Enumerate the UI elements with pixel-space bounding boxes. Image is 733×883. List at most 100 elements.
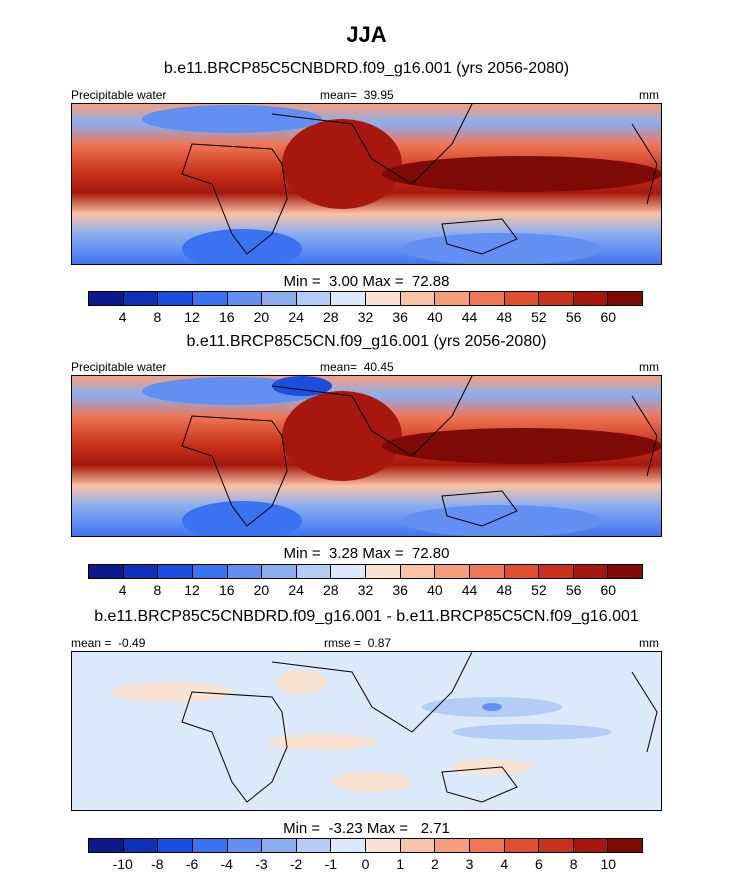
panel1-min-max: Min = 3.00 Max = 72.88 bbox=[283, 273, 450, 290]
colorbar-swatch bbox=[89, 565, 124, 578]
colorbar-tick-label: 44 bbox=[461, 309, 478, 325]
colorbar-swatch bbox=[296, 565, 332, 578]
colorbar-swatch bbox=[400, 839, 436, 852]
colorbar-swatch bbox=[89, 292, 124, 305]
panel1-map-svg bbox=[72, 104, 661, 264]
colorbar-swatch bbox=[366, 839, 401, 852]
colorbar-tick-label: 52 bbox=[531, 582, 547, 598]
colorbar-swatch bbox=[435, 839, 470, 852]
panel1-colorbar bbox=[88, 291, 643, 306]
colorbar-tick-label: 36 bbox=[392, 582, 408, 598]
colorbar-swatch bbox=[123, 292, 159, 305]
colorbar-swatch bbox=[158, 565, 193, 578]
colorbar-swatch bbox=[539, 565, 574, 578]
colorbar-swatch bbox=[366, 292, 401, 305]
colorbar-tick-label: 28 bbox=[323, 582, 339, 598]
colorbar-tick-label: 56 bbox=[565, 582, 582, 598]
panel3-min-max: Min = -3.23 Max = 2.71 bbox=[283, 820, 450, 837]
panel2-coastline-asia bbox=[271, 376, 473, 457]
colorbar-tick-label: 56 bbox=[565, 309, 582, 325]
panel1-coastline-asia bbox=[271, 104, 473, 185]
colorbar-tick-label: -8 bbox=[151, 856, 164, 872]
colorbar-swatch bbox=[227, 565, 263, 578]
colorbar-swatch bbox=[469, 292, 505, 305]
colorbar-swatch bbox=[435, 565, 470, 578]
panel1-mean: mean= 39.95 bbox=[320, 88, 394, 102]
colorbar-swatch bbox=[296, 292, 332, 305]
panel3-coastline-asia bbox=[271, 652, 473, 733]
panel1-map bbox=[71, 103, 662, 265]
colorbar-tick-label: 40 bbox=[427, 582, 443, 598]
colorbar-tick-label: 4 bbox=[118, 309, 127, 325]
panel1-title: b.e11.BRCP85C5CNBDRD.f09_g16.001 (yrs 20… bbox=[163, 60, 570, 77]
colorbar-tick-label: 6 bbox=[535, 856, 543, 872]
colorbar-tick-label: 44 bbox=[461, 582, 478, 598]
colorbar-swatch bbox=[331, 292, 366, 305]
panel3-coastline-africa bbox=[181, 691, 288, 803]
colorbar-tick-label: 1 bbox=[396, 856, 405, 872]
colorbar-tick-label: 28 bbox=[323, 309, 339, 325]
panel2-colorbar-ticks: 4 8 12 16 20 24 28 32 36 40 44 48 52 56 60 bbox=[0, 582, 733, 600]
colorbar-tick-label: -6 bbox=[185, 856, 199, 872]
colorbar-tick-label: -3 bbox=[255, 856, 268, 872]
colorbar-swatch bbox=[89, 839, 124, 852]
colorbar-tick-label: 16 bbox=[218, 582, 235, 598]
colorbar-swatch bbox=[192, 292, 228, 305]
colorbar-swatch bbox=[262, 292, 297, 305]
colorbar-swatch bbox=[192, 565, 228, 578]
panel2-mean: mean= 40.45 bbox=[320, 360, 394, 374]
colorbar-swatch bbox=[504, 839, 540, 852]
colorbar-swatch bbox=[296, 839, 332, 852]
colorbar-swatch bbox=[123, 565, 159, 578]
colorbar-swatch bbox=[158, 292, 193, 305]
panel2-units: mm bbox=[639, 360, 659, 374]
colorbar-swatch bbox=[435, 292, 470, 305]
colorbar-tick-label: 3 bbox=[465, 856, 474, 872]
colorbar-swatch bbox=[400, 565, 436, 578]
panel1-colorbar-ticks: 4 8 12 16 20 24 28 32 36 40 44 48 52 56 60 bbox=[0, 309, 733, 327]
colorbar-swatch bbox=[227, 292, 263, 305]
panel3-positive-anomaly bbox=[277, 670, 327, 694]
colorbar-tick-label: 24 bbox=[288, 309, 304, 325]
colorbar-swatch bbox=[227, 839, 263, 852]
colorbar-tick-label: 10 bbox=[600, 856, 617, 872]
panel1-variable-label: Precipitable water bbox=[71, 88, 167, 102]
panel2-colorbar bbox=[88, 564, 643, 579]
panel3-map bbox=[71, 651, 662, 811]
colorbar-swatch bbox=[504, 565, 540, 578]
colorbar-tick-label: 12 bbox=[184, 309, 200, 325]
colorbar-tick-label: 8 bbox=[569, 856, 578, 872]
panel1-warm-pool bbox=[382, 156, 661, 192]
panel1-coastline-africa bbox=[181, 143, 288, 255]
colorbar-tick-label: 52 bbox=[531, 309, 547, 325]
colorbar-swatch bbox=[331, 565, 366, 578]
colorbar-tick-label: 36 bbox=[392, 309, 408, 325]
colorbar-tick-label: -2 bbox=[289, 856, 303, 872]
panel2-min-max: Min = 3.28 Max = 72.80 bbox=[283, 545, 450, 562]
colorbar-tick-label: 24 bbox=[288, 582, 304, 598]
colorbar-swatch bbox=[573, 565, 609, 578]
colorbar-swatch bbox=[192, 839, 228, 852]
colorbar-swatch bbox=[539, 292, 574, 305]
panel3-coastline-americas bbox=[631, 671, 658, 753]
panel2-coastline-africa bbox=[181, 415, 288, 527]
season-title: JJA bbox=[346, 22, 387, 47]
colorbar-swatch bbox=[469, 565, 505, 578]
panel1-dry-north bbox=[142, 105, 322, 133]
colorbar-swatch bbox=[331, 839, 366, 852]
panel3-mean: mean = -0.49 bbox=[71, 636, 146, 650]
colorbar-swatch bbox=[608, 292, 642, 305]
panel2-variable-label: Precipitable water bbox=[71, 360, 167, 374]
colorbar-tick-label: 48 bbox=[496, 582, 513, 598]
colorbar-tick-label: 60 bbox=[600, 582, 617, 598]
colorbar-tick-label: 8 bbox=[153, 582, 162, 598]
panel3-units: mm bbox=[639, 636, 659, 650]
panel2-title: b.e11.BRCP85C5CN.f09_g16.001 (yrs 2056-2… bbox=[186, 333, 547, 350]
colorbar-tick-label: 0 bbox=[361, 856, 370, 872]
colorbar-tick-label: 4 bbox=[118, 582, 127, 598]
panel2-map-svg bbox=[72, 376, 661, 536]
colorbar-swatch bbox=[608, 839, 642, 852]
panel2-coastline-australia bbox=[441, 490, 518, 527]
colorbar-swatch bbox=[262, 565, 297, 578]
colorbar-swatch bbox=[366, 565, 401, 578]
